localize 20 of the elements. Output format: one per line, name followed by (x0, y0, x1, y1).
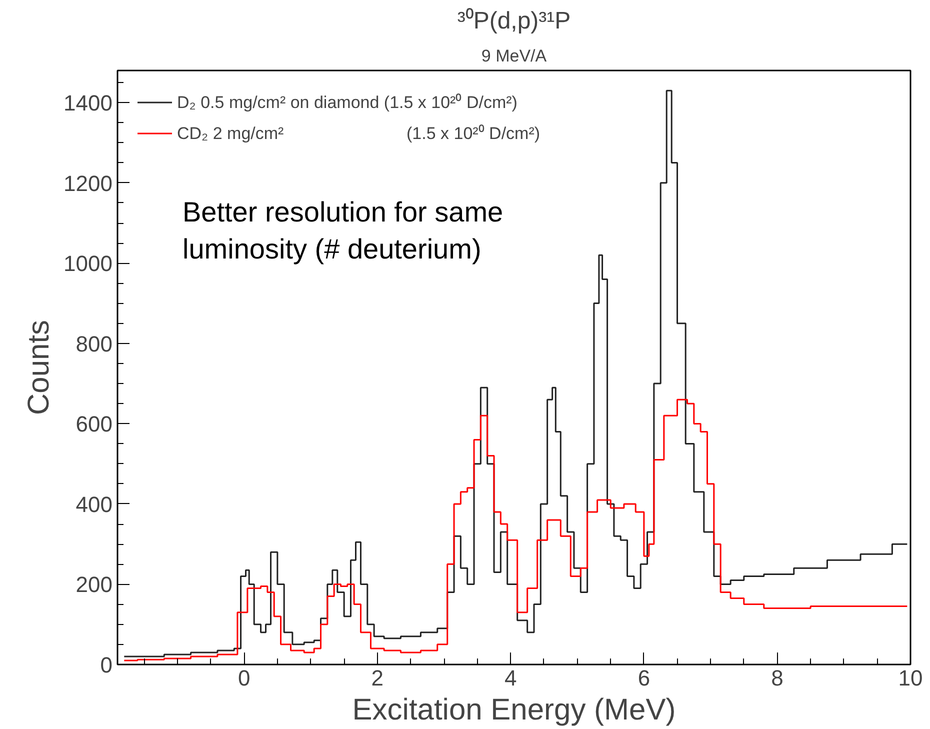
annotation: Better resolution for same luminosity (# deuterium) (182, 196, 504, 264)
x-tick-label: 0 (238, 666, 250, 690)
legend-label: CD₂ 2 mg/cm² (1.5 x 10²⁰ D/cm²) (177, 123, 540, 144)
y-tick-label: 200 (76, 572, 113, 598)
y-tick-label: 800 (76, 331, 113, 356)
y-tick-label: 600 (76, 412, 113, 437)
y-tick-label: 400 (76, 492, 113, 517)
y-tick-label: 1000 (64, 251, 113, 276)
y-tick-label: 1200 (64, 170, 113, 196)
x-axis-title: Excitation Energy (MeV) (352, 694, 676, 726)
x-tick-label: 10 (898, 666, 923, 690)
chart-subtitle: 9 MeV/A (481, 46, 548, 66)
legend-label: D₂ 0.5 mg/cm² on diamond (1.5 x 10²⁰ D/cm²) (177, 92, 518, 113)
x-tick-label: 2 (371, 666, 384, 690)
y-axis-title: Counts (22, 320, 56, 416)
x-tick-label: 6 (638, 666, 650, 690)
x-tick-label: 4 (504, 666, 517, 690)
chart-title: ³⁰P(d,p)³¹P (457, 8, 571, 34)
y-tick-label: 1400 (64, 90, 113, 116)
x-tick-label: 8 (771, 666, 784, 690)
